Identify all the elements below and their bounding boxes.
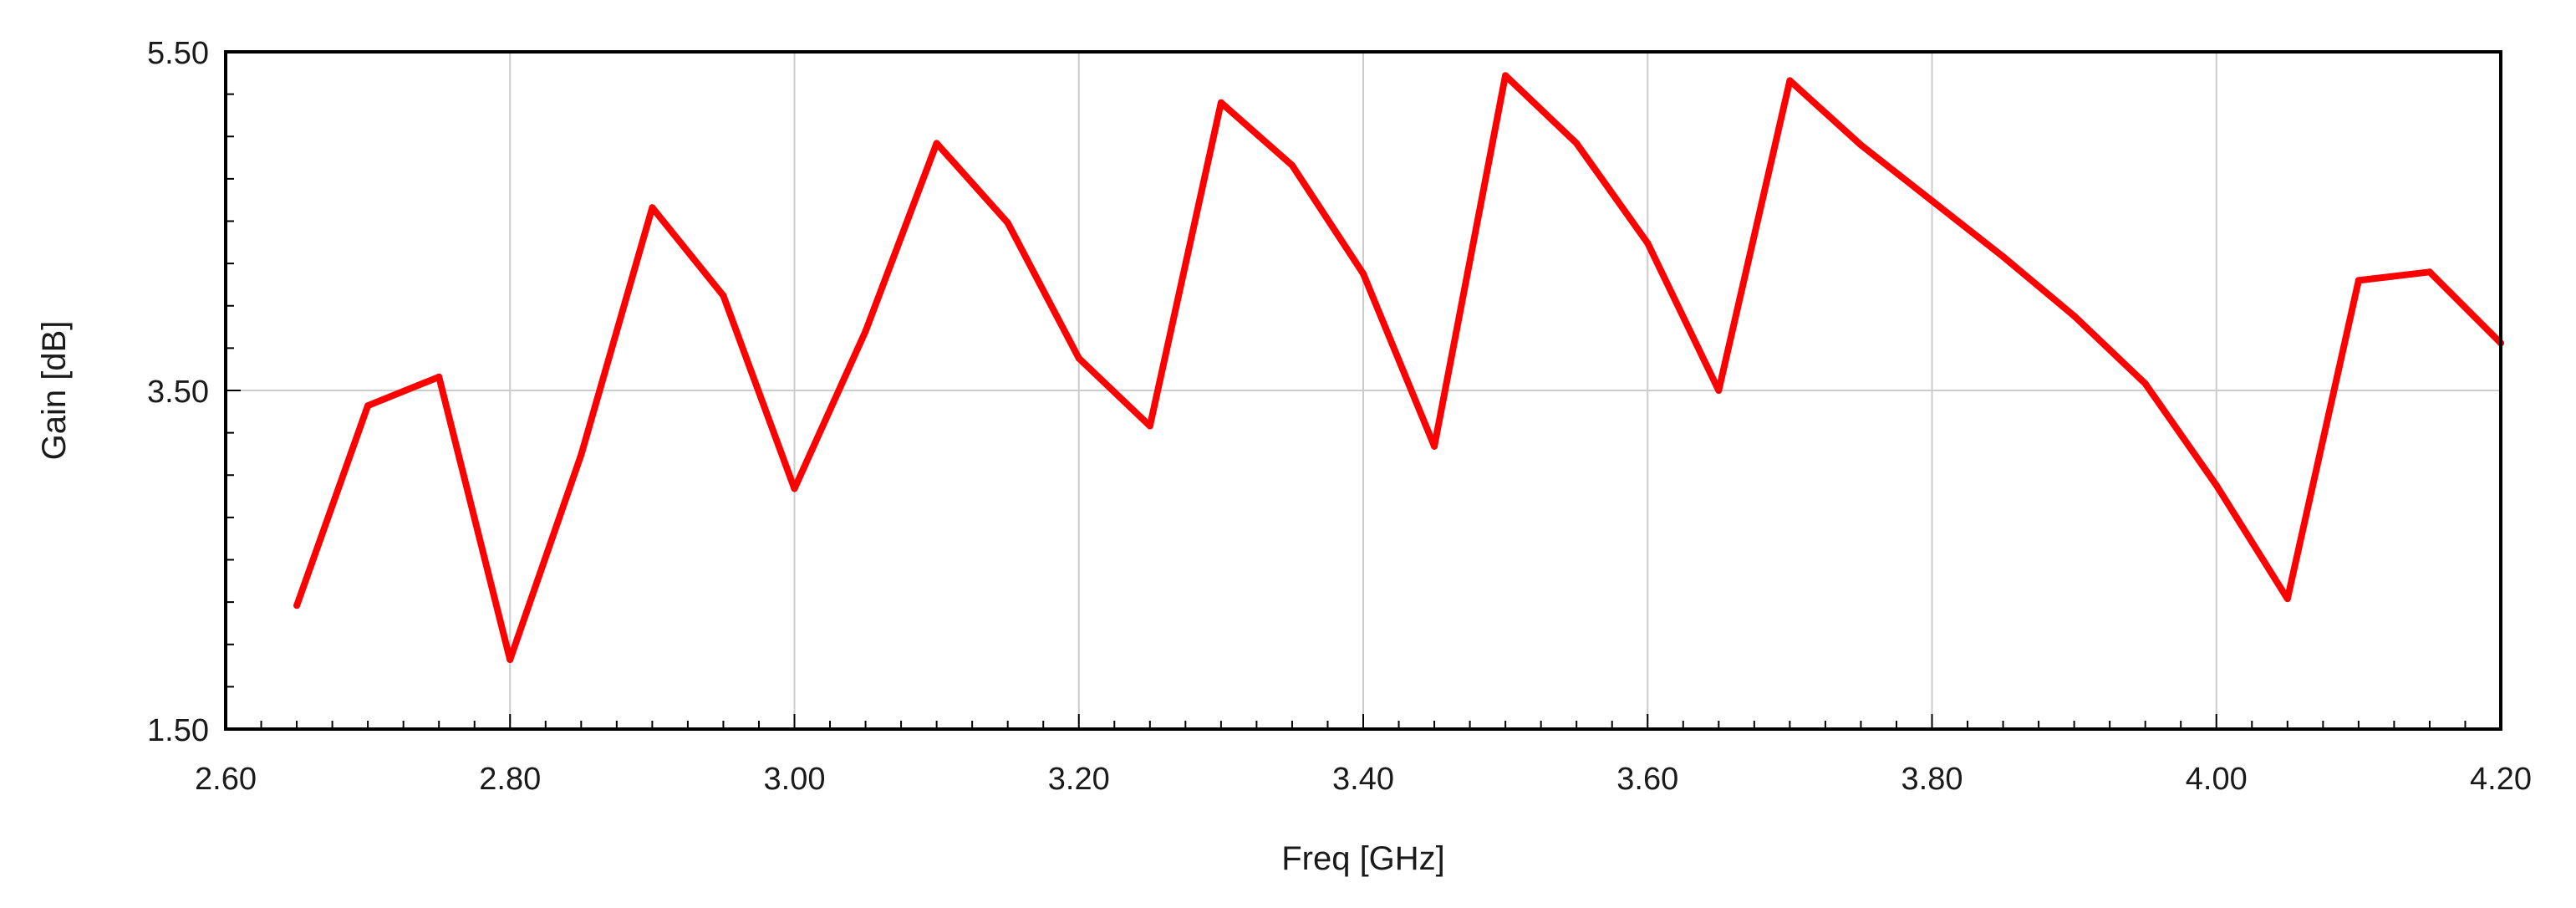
gain-data-point xyxy=(649,204,656,212)
x-tick-label: 4.00 xyxy=(2186,762,2248,797)
gain-data-point xyxy=(2212,482,2220,489)
y-tick-label: 3.50 xyxy=(147,375,209,410)
gain-data-point xyxy=(1146,422,1153,430)
series-layer xyxy=(293,72,2504,663)
gain-data-point xyxy=(435,373,443,380)
x-tick-label: 3.40 xyxy=(1332,762,1394,797)
x-tick-label: 3.60 xyxy=(1616,762,1678,797)
gain-data-point xyxy=(1857,141,1865,149)
y-tick-label: 1.50 xyxy=(147,713,209,748)
gain-data-point xyxy=(578,451,585,458)
x-tick-label: 4.20 xyxy=(2470,762,2532,797)
gain-data-point xyxy=(1644,239,1652,247)
gain-data-point xyxy=(2283,595,2291,603)
gain-data-point xyxy=(862,328,869,335)
gain-data-point xyxy=(1786,77,1794,84)
x-axis-title: Freq [GHz] xyxy=(1281,840,1445,877)
y-tick-label: 5.50 xyxy=(147,36,209,71)
gain-data-point xyxy=(2070,312,2078,319)
gain-data-point xyxy=(1360,270,1367,278)
plot-area-frame xyxy=(224,50,2502,731)
grid-lines xyxy=(226,52,2501,729)
gain-data-point xyxy=(1999,253,2007,261)
gain-data-point xyxy=(1573,140,1581,147)
gain-data-point xyxy=(364,402,372,410)
x-tick-label: 3.20 xyxy=(1048,762,1110,797)
gain-data-point xyxy=(2141,380,2149,387)
gain-data-point xyxy=(791,485,798,492)
gain-data-point xyxy=(720,292,727,299)
gain-data-point xyxy=(1004,219,1011,227)
gain-data-point xyxy=(1928,197,1936,205)
x-tick-label: 2.60 xyxy=(195,762,257,797)
x-tick-labels: 2.60 2.80 3.00 3.20 3.40 3.60 3.80 4.00 4.20 xyxy=(195,762,2532,797)
gain-data-point xyxy=(507,655,514,663)
gain-data-point xyxy=(1288,161,1296,169)
gain-data-point xyxy=(1502,72,1509,79)
y-tick-labels: 1.50 3.50 5.50 xyxy=(147,36,209,748)
x-tick-label: 3.80 xyxy=(1901,762,1963,797)
x-tick-label: 2.80 xyxy=(479,762,541,797)
gain-series-line xyxy=(293,72,2504,663)
gain-data-point xyxy=(2355,277,2362,284)
gain-data-point xyxy=(1431,442,1438,450)
gain-data-point xyxy=(1715,387,1723,394)
x-tick-label: 3.00 xyxy=(764,762,826,797)
gain-data-point xyxy=(1217,99,1224,106)
gain-data-point xyxy=(293,602,301,610)
gain-data-point xyxy=(2426,268,2433,276)
y-axis-title: Gain [dB] xyxy=(36,321,73,461)
gain-data-point xyxy=(933,140,940,147)
gain-data-point xyxy=(1075,355,1082,362)
